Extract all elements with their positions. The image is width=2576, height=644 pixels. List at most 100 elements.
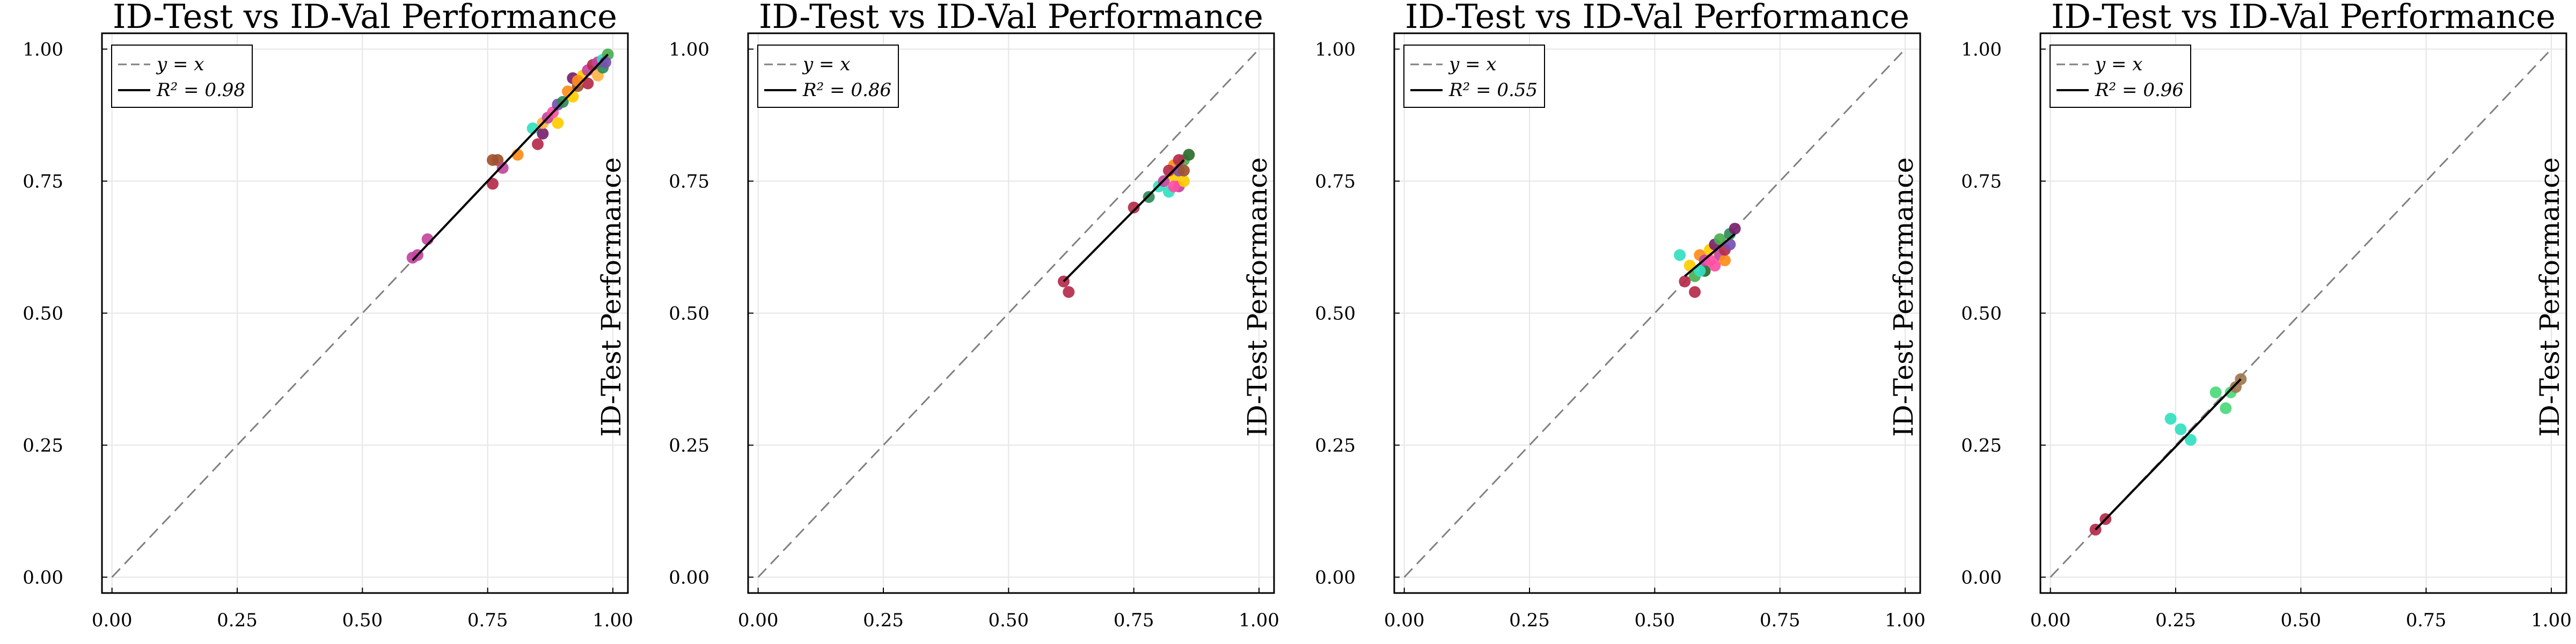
legend-label-fit: R² = 0.55 — [1448, 79, 1538, 101]
x-tick-label: 0.00 — [738, 610, 779, 631]
x-tick-label: 1.00 — [2531, 610, 2572, 631]
data-point — [1679, 275, 1691, 288]
legend-box — [2050, 45, 2191, 108]
data-point — [2164, 413, 2177, 425]
legend-label-fit: R² = 0.98 — [156, 79, 245, 101]
y-axis-label: ID-Test Performance — [596, 157, 627, 437]
legend: y = x R² = 0.98 — [111, 45, 253, 108]
chart-title: ID-Test vs ID-Val Performance — [759, 0, 1263, 36]
y-tick-label: 0.50 — [23, 303, 63, 325]
y-tick-label: 0.00 — [669, 567, 709, 588]
fit-line — [1063, 159, 1185, 282]
legend: y = x R² = 0.86 — [757, 45, 899, 108]
legend: y = x R² = 0.96 — [2050, 45, 2191, 108]
y-tick-label: 0.25 — [23, 435, 63, 456]
x-tick-label: 0.75 — [2406, 610, 2447, 631]
fit-line — [412, 53, 609, 261]
grid — [1394, 33, 1920, 593]
x-tick-label: 0.25 — [863, 610, 904, 631]
y-tick-label: 1.00 — [1315, 39, 1356, 61]
data-point — [2209, 386, 2222, 399]
legend-box — [757, 45, 899, 108]
legend-label-identity: y = x — [802, 54, 851, 75]
plot-area — [757, 48, 1260, 578]
data-point — [2175, 423, 2187, 435]
data-point — [1689, 286, 1701, 298]
legend: y = x R² = 0.55 — [1403, 45, 1545, 108]
x-tick-label: 0.75 — [467, 610, 508, 631]
x-tick-label: 0.50 — [342, 610, 383, 631]
legend-label-fit: R² = 0.96 — [2095, 79, 2184, 101]
legend-box — [1403, 45, 1545, 108]
plot-area — [111, 48, 614, 578]
y-tick-label: 0.00 — [1961, 567, 2002, 588]
y-tick-label: 0.75 — [1315, 171, 1356, 193]
y-tick-label: 0.50 — [1961, 303, 2002, 325]
chart-panel-3: ID-Test vs ID-Val Performance 0.00 0.25 0.5… — [1315, 0, 1926, 631]
y-tick-label: 0.25 — [1961, 435, 2002, 456]
x-tick-label: 0.50 — [1634, 610, 1675, 631]
identity-line — [1403, 48, 1906, 578]
chart-title: ID-Test vs ID-Val Performance — [113, 0, 617, 36]
y-axis-label: ID-Test Performance — [1888, 157, 1919, 437]
grid — [748, 33, 1274, 593]
x-tick-label: 1.00 — [592, 610, 633, 631]
chart-panels: ID-Test vs ID-Val Performance 0.00 0.25 0.5… — [23, 0, 2572, 631]
identity-line — [757, 48, 1260, 578]
plot-area — [1403, 48, 1906, 578]
fit-line — [1684, 233, 1736, 277]
data-point — [1063, 286, 1075, 298]
fit-line — [2095, 378, 2242, 531]
x-tick-label: 0.75 — [1760, 610, 1801, 631]
grid — [2040, 33, 2566, 593]
data-point — [1674, 249, 1686, 261]
data-point — [532, 138, 544, 150]
data-point — [1168, 180, 1180, 193]
y-tick-label: 0.50 — [669, 303, 709, 325]
data-point — [1183, 149, 1195, 161]
data-point — [2220, 402, 2232, 414]
legend-label-fit: R² = 0.86 — [802, 79, 891, 101]
x-tick-label: 0.50 — [2280, 610, 2321, 631]
chart-title: ID-Test vs ID-Val Performance — [2051, 0, 2556, 36]
data-point — [1719, 254, 1731, 267]
data-point — [1714, 233, 1726, 245]
chart-panel-4: ID-Test vs ID-Val Performance 0.00 0.25 0.5… — [1961, 0, 2572, 631]
x-tick-label: 0.25 — [217, 610, 258, 631]
y-axis-label: ID-Test Performance — [2534, 157, 2565, 437]
y-tick-label: 0.75 — [23, 171, 63, 193]
y-tick-label: 0.00 — [23, 567, 63, 588]
x-tick-label: 0.75 — [1114, 610, 1154, 631]
x-tick-label: 0.25 — [1509, 610, 1550, 631]
y-tick-label: 0.25 — [1315, 435, 1356, 456]
x-tick-label: 0.25 — [2155, 610, 2196, 631]
y-tick-label: 0.75 — [1961, 171, 2002, 193]
y-tick-label: 0.00 — [1315, 567, 1356, 588]
y-tick-label: 1.00 — [669, 39, 709, 61]
x-tick-label: 0.00 — [1384, 610, 1425, 631]
grid — [102, 33, 628, 593]
legend-box — [111, 45, 253, 108]
data-point — [1128, 201, 1140, 214]
chart-title: ID-Test vs ID-Val Performance — [1405, 0, 1909, 36]
data-point — [582, 77, 594, 90]
data-point — [1178, 175, 1190, 187]
y-tick-label: 0.50 — [1315, 303, 1356, 325]
x-tick-label: 1.00 — [1885, 610, 1926, 631]
identity-line — [2050, 48, 2552, 578]
data-point — [487, 178, 499, 190]
y-tick-label: 0.25 — [669, 435, 709, 456]
chart-panel-2: ID-Test vs ID-Val Performance 0.00 0.25 0.5… — [669, 0, 1279, 631]
legend-label-identity: y = x — [156, 54, 204, 75]
y-tick-label: 0.75 — [669, 171, 709, 193]
y-axis-label: ID-Test Performance — [1242, 157, 1273, 437]
y-tick-label: 1.00 — [1961, 39, 2002, 61]
data-point — [2185, 434, 2197, 446]
x-tick-label: 0.00 — [92, 610, 133, 631]
data-point — [1178, 164, 1190, 177]
data-point — [1694, 265, 1706, 277]
y-tick-label: 1.00 — [23, 39, 63, 61]
x-tick-label: 1.00 — [1239, 610, 1279, 631]
plot-area — [2050, 48, 2552, 578]
